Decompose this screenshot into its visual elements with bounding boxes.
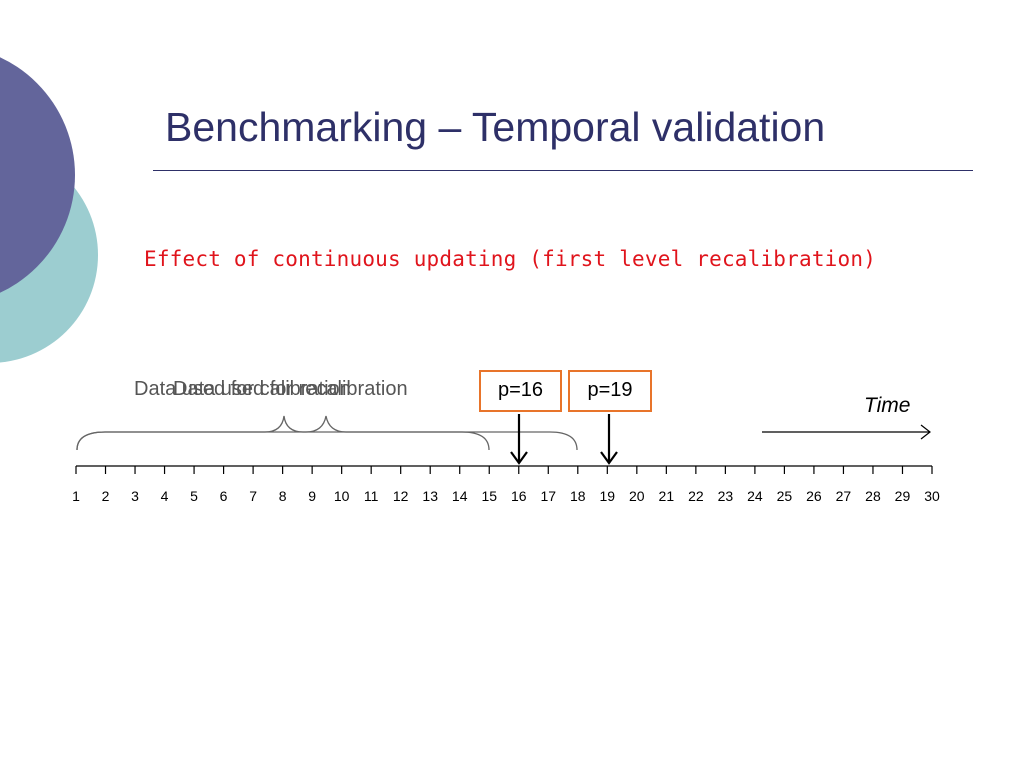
tick-label: 30: [924, 488, 940, 504]
prediction-arrowhead-19: [600, 451, 618, 465]
tick-label: 23: [717, 488, 734, 504]
tick-label: 24: [747, 488, 763, 504]
tick-label: 26: [806, 488, 822, 504]
tick-label: 13: [422, 488, 438, 504]
tick-label: 16: [510, 488, 527, 504]
tick-label: 18: [569, 488, 586, 504]
tick-label: 8: [278, 488, 287, 504]
tick-label: 21: [658, 488, 675, 504]
tick-label: 11: [363, 488, 379, 504]
timeline-ticks: [75, 466, 933, 474]
tick-label: 5: [190, 488, 198, 504]
time-label: Time: [864, 394, 911, 417]
tick-label: 7: [249, 488, 257, 504]
title-divider: [153, 170, 973, 171]
tick-label: 1: [72, 488, 80, 504]
tick-label: 3: [131, 488, 139, 504]
decorative-circles: [0, 57, 98, 363]
slide-subtitle: Effect of continuous updating (first lev…: [144, 247, 877, 271]
prediction-box-16: p=16: [479, 370, 562, 412]
tick-label: 12: [392, 488, 409, 504]
prediction-box-19: p=19: [568, 370, 652, 412]
tick-label: 27: [835, 488, 852, 504]
tick-label: 28: [865, 488, 881, 504]
tick-label: 17: [540, 488, 557, 504]
tick-label: 25: [776, 488, 793, 504]
recalibration-brace: [76, 415, 578, 451]
tick-label: 14: [451, 488, 468, 504]
tick-label: 9: [308, 488, 317, 504]
prediction-arrowhead-16: [510, 451, 528, 465]
calibration-label: Data used for calibration: [134, 378, 351, 400]
tick-label: 29: [894, 488, 911, 504]
tick-label: 15: [481, 488, 498, 504]
tick-label: 2: [101, 488, 110, 504]
tick-label: 6: [219, 488, 228, 504]
tick-label: 4: [160, 488, 169, 504]
tick-label: 22: [688, 488, 704, 504]
recalibration-label: Data used for recalibration: [173, 378, 408, 400]
tick-label: 19: [599, 488, 616, 504]
time-arrow-head: [920, 424, 931, 440]
purple-circle: [0, 57, 75, 293]
tick-label: 10: [333, 488, 350, 504]
tick-label: 20: [629, 488, 645, 504]
slide-title: Benchmarking – Temporal validation: [165, 104, 826, 150]
calibration-brace: [76, 415, 490, 451]
